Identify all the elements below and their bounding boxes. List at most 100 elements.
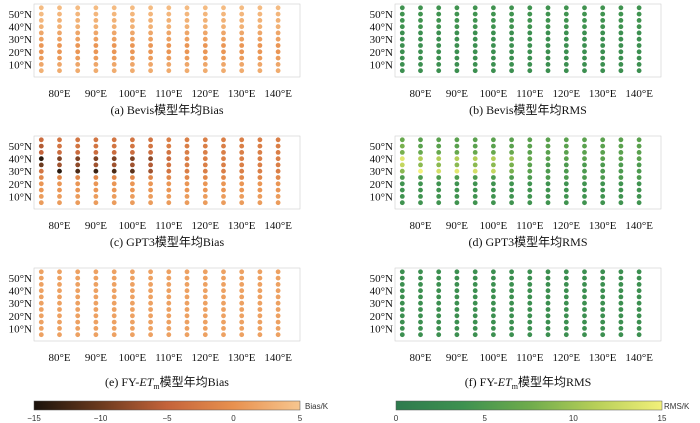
data-point <box>202 36 208 42</box>
data-point <box>399 288 405 294</box>
data-point <box>75 49 81 55</box>
data-point <box>472 143 478 149</box>
data-point <box>257 307 263 312</box>
data-point <box>491 150 496 155</box>
data-point <box>57 313 62 319</box>
data-point <box>509 187 514 193</box>
data-point <box>239 187 245 193</box>
data-point <box>618 294 624 300</box>
data-point <box>563 326 569 331</box>
data-point <box>527 24 533 30</box>
data-point <box>111 269 117 275</box>
data-point <box>600 200 606 206</box>
data-point <box>148 181 153 187</box>
data-point <box>75 168 81 174</box>
data-point <box>221 24 226 30</box>
data-point <box>202 326 208 331</box>
data-point <box>130 175 135 180</box>
data-point <box>57 332 62 338</box>
data-point <box>221 62 226 67</box>
data-point <box>202 68 208 74</box>
data-point <box>454 269 460 275</box>
data-point <box>600 319 606 325</box>
data-point <box>545 200 551 206</box>
y-tick-label: 20°N <box>370 47 393 59</box>
data-point <box>93 194 99 199</box>
data-point <box>436 282 442 287</box>
data-point <box>221 300 226 306</box>
data-point <box>491 187 496 193</box>
data-point <box>75 156 81 162</box>
data-point <box>454 326 460 331</box>
data-point <box>202 187 208 193</box>
data-point <box>454 24 460 30</box>
data-point <box>563 294 569 300</box>
data-point <box>399 175 405 180</box>
data-point <box>545 156 551 162</box>
data-point <box>93 162 99 168</box>
data-point <box>436 49 442 55</box>
data-point <box>57 175 62 180</box>
data-point <box>221 313 226 319</box>
data-point <box>184 30 190 36</box>
data-point <box>618 55 624 61</box>
data-point <box>509 313 514 319</box>
data-point <box>618 194 624 199</box>
colorbar-bias-tick: −15 <box>27 414 41 423</box>
data-point <box>257 175 263 180</box>
data-point <box>111 43 117 48</box>
data-point <box>166 30 172 36</box>
data-point <box>111 68 117 74</box>
data-point <box>239 181 245 187</box>
data-point <box>399 150 405 155</box>
data-point <box>221 307 226 312</box>
data-point <box>418 275 423 281</box>
data-point <box>436 288 442 294</box>
data-point <box>418 143 423 149</box>
data-point <box>582 288 587 294</box>
data-point <box>257 36 263 42</box>
x-tick-label: 80°E <box>48 352 70 364</box>
data-point <box>582 5 587 11</box>
data-point <box>436 168 442 174</box>
data-point <box>221 143 226 149</box>
data-point <box>57 49 62 55</box>
data-point <box>239 194 245 199</box>
data-point <box>275 168 281 174</box>
data-point <box>472 55 478 61</box>
data-point <box>202 175 208 180</box>
data-point <box>257 275 263 281</box>
data-point <box>563 288 569 294</box>
data-point <box>148 200 153 206</box>
data-point <box>509 18 514 23</box>
data-point <box>130 313 135 319</box>
data-point <box>38 150 44 155</box>
data-point <box>257 62 263 67</box>
data-point <box>221 181 226 187</box>
data-point <box>527 30 533 36</box>
data-point <box>399 326 405 331</box>
data-point <box>509 168 514 174</box>
data-point <box>563 168 569 174</box>
data-point <box>111 175 117 180</box>
data-point <box>527 200 533 206</box>
data-point <box>130 275 135 281</box>
data-point <box>509 30 514 36</box>
data-point <box>399 181 405 187</box>
data-point <box>166 175 172 180</box>
data-point <box>239 30 245 36</box>
data-point <box>563 313 569 319</box>
data-point <box>491 275 496 281</box>
data-point <box>38 294 44 300</box>
x-tick-label: 130°E <box>228 352 256 364</box>
data-point <box>454 55 460 61</box>
data-point <box>166 282 172 287</box>
x-tick-label: 140°E <box>625 88 653 100</box>
data-point <box>148 187 153 193</box>
data-point <box>399 332 405 338</box>
data-point <box>111 194 117 199</box>
data-point <box>636 326 642 331</box>
y-tick-label: 30°N <box>9 34 32 46</box>
data-point <box>636 200 642 206</box>
data-point <box>618 24 624 30</box>
